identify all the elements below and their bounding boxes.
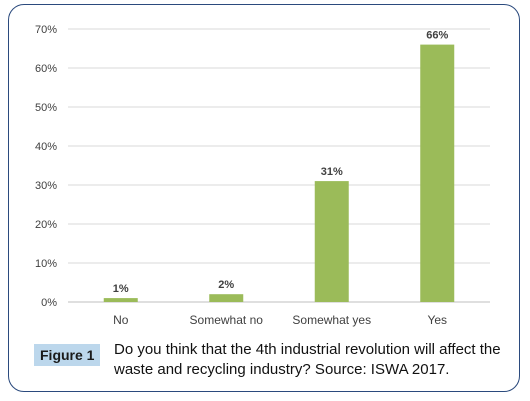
bar [209,294,244,302]
x-tick-label: Yes [427,313,447,327]
y-tick-label: 0% [41,297,57,309]
x-tick-label: No [113,313,129,327]
bar [314,181,349,302]
bar-chart: 0% 10% 20% 30% 40% 50% 60% 70% 1% No 2% Somewhat no… [35,24,490,327]
data-label: 66% [426,30,448,42]
y-tick-label: 20% [35,219,57,231]
y-tick-label: 60% [35,63,57,75]
data-label: 1% [113,283,129,295]
data-label: 2% [218,279,234,291]
figure-label: Figure 1 [34,344,101,366]
bar [103,298,138,302]
figure-caption-text: Do you think that the 4th industrial rev… [114,341,501,378]
x-tick-label: Somewhat no [190,313,264,327]
y-tick-label: 70% [35,24,57,36]
bar [420,44,455,302]
y-tick-label: 40% [35,141,57,153]
y-tick-label: 30% [35,180,57,192]
y-tick-label: 50% [35,102,57,114]
x-tick-label: Somewhat yes [292,313,371,327]
y-tick-label: 10% [35,258,57,270]
data-label: 31% [321,166,343,178]
